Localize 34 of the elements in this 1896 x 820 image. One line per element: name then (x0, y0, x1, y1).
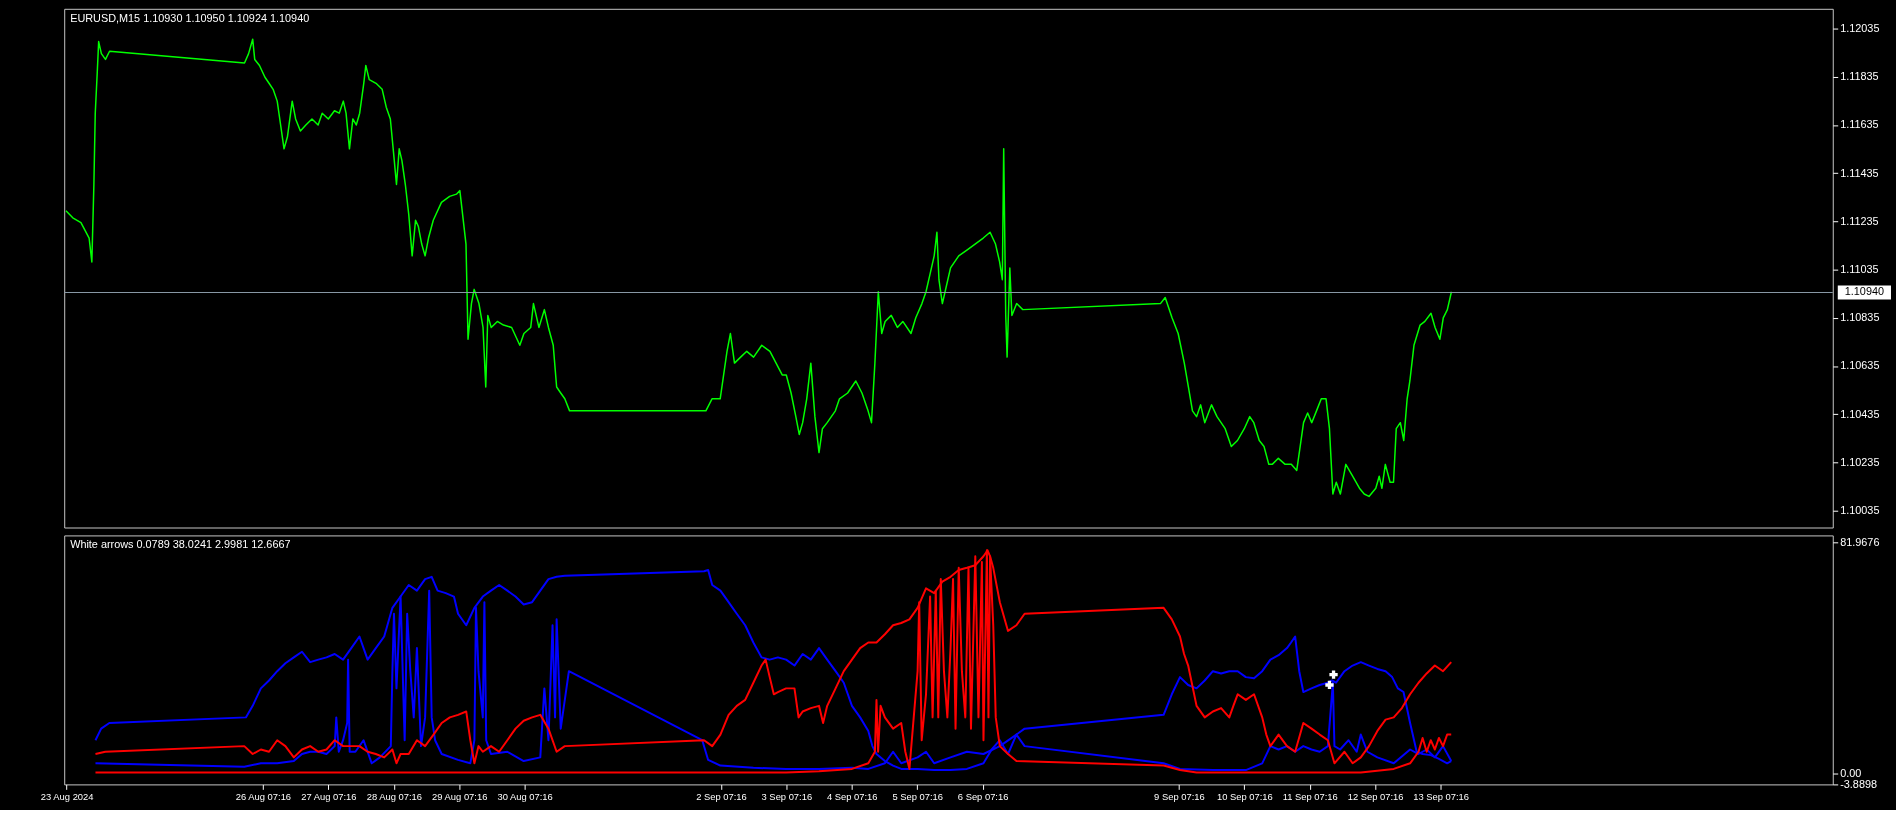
x-tick-label: 9 Sep 07:16 (1154, 791, 1205, 802)
chart-title: White arrows 0.0789 38.0241 2.9981 12.6667 (70, 538, 291, 551)
y-tick-label: 1.11035 (1840, 263, 1879, 276)
y-tick-label: 1.11835 (1840, 70, 1879, 83)
x-tick-label: 26 Aug 07:16 (235, 791, 292, 802)
x-tick-label: 12 Sep 07:16 (1347, 791, 1404, 802)
y-tick-label: 0.00 (1840, 766, 1862, 779)
x-tick-label: 28 Aug 07:16 (366, 791, 422, 802)
line-series (65, 38, 1453, 498)
x-tick-label: 6 Sep 07:16 (957, 791, 1009, 802)
x-tick-label: 13 Sep 07:16 (1413, 791, 1469, 802)
x-tick-label: 4 Sep 07:16 (826, 791, 878, 802)
x-tick-label: 23 Aug 2024 (40, 791, 94, 802)
y-tick-label: 1.11635 (1840, 118, 1879, 131)
x-tick-label: 30 Aug 07:16 (497, 791, 553, 802)
x-tick-label: 3 Sep 07:16 (761, 791, 813, 802)
y-tick-label: 1.12035 (1840, 22, 1880, 35)
x-tick-label: 10 Sep 07:16 (1216, 791, 1273, 802)
y-tick-label: 1.10235 (1840, 455, 1880, 468)
y-tick-label: 1.10035 (1840, 504, 1880, 517)
x-tick-label: 2 Sep 07:16 (696, 791, 747, 802)
x-tick-label: 29 Aug 07:16 (432, 791, 488, 802)
y-tick-label: 1.11435 (1840, 166, 1879, 179)
ref-line-label: 1.10940 (1844, 285, 1885, 298)
y-tick-label: 1.10435 (1840, 407, 1880, 420)
x-tick-label: 27 Aug 07:16 (301, 791, 357, 802)
x-tick-label: 5 Sep 07:16 (892, 791, 943, 802)
y-tick-label: 81.9676 (1840, 536, 1880, 549)
chart-title: EURUSD,M15 1.10930 1.10950 1.10924 1.10940 (70, 11, 310, 24)
y-tick-label: 1.10635 (1840, 359, 1880, 372)
y-tick-label: 1.11235 (1840, 214, 1879, 227)
x-tick-label: 11 Sep 07:16 (1282, 791, 1338, 802)
y-tick-label: -3.8898 (1840, 777, 1878, 790)
y-tick-label: 1.10835 (1840, 311, 1880, 324)
